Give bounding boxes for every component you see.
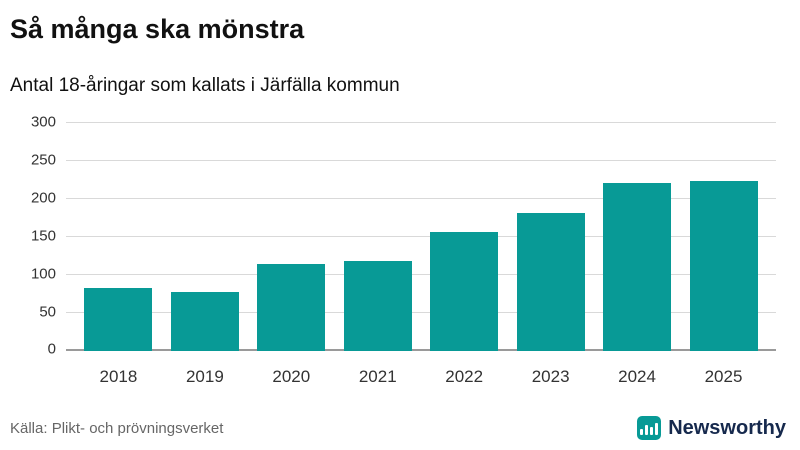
- x-tick-label: 2018: [99, 367, 138, 386]
- x-tick-label: 2020: [272, 367, 311, 386]
- bar-2022: [430, 231, 499, 351]
- y-tick-label: 0: [47, 340, 56, 358]
- x-tick-label: 2022: [445, 367, 484, 386]
- gridline: 300: [31, 114, 776, 131]
- bar-chart: 0 50 100 150 200 250 300 2018 2019 2020 2021 2022 2…: [8, 114, 788, 387]
- bar-2021: [343, 261, 412, 351]
- footer: Källa: Plikt- och prövningsverket Newswo…: [10, 416, 786, 440]
- gridline: 150: [31, 228, 776, 245]
- gridline: 250: [31, 152, 776, 169]
- bars-container: [66, 123, 776, 351]
- y-tick-label: 150: [30, 227, 56, 245]
- newsworthy-chart-icon: [637, 416, 662, 440]
- source-text: Källa: Plikt- och prövningsverket: [10, 419, 224, 437]
- page-title: Så många ska mönstra: [10, 14, 305, 44]
- newsworthy-logo: Newsworthy: [637, 416, 786, 440]
- bar-2024: [603, 183, 672, 351]
- newsworthy-wordmark: Newsworthy: [668, 416, 786, 439]
- bar-2020: [257, 264, 326, 351]
- plot-area: 0 50 100 150 200 250 300: [31, 114, 776, 358]
- bar-2025: [689, 180, 758, 351]
- gridline: 50: [39, 304, 776, 321]
- y-tick-label: 300: [30, 113, 56, 131]
- x-axis-line: 0: [48, 341, 776, 358]
- gridline: 200: [31, 190, 776, 207]
- x-tick-label: 2019: [185, 367, 224, 386]
- x-axis-labels: 2018 2019 2020 2021 2022 2023 2024 2025: [66, 359, 776, 387]
- bar-2018: [84, 287, 153, 351]
- bar-2019: [170, 292, 239, 351]
- y-tick-label: 100: [30, 265, 56, 283]
- x-tick-label: 2021: [358, 367, 397, 386]
- y-tick-label: 200: [30, 189, 56, 207]
- x-tick-label: 2023: [531, 367, 570, 386]
- x-tick-label: 2025: [704, 367, 743, 386]
- y-tick-label: 250: [30, 151, 56, 169]
- gridline: 100: [31, 266, 776, 283]
- bar-2023: [516, 213, 585, 351]
- chart-subtitle: Antal 18-åringar som kallats i Järfälla …: [10, 75, 400, 96]
- y-tick-label: 50: [39, 303, 56, 321]
- x-tick-label: 2024: [618, 367, 656, 386]
